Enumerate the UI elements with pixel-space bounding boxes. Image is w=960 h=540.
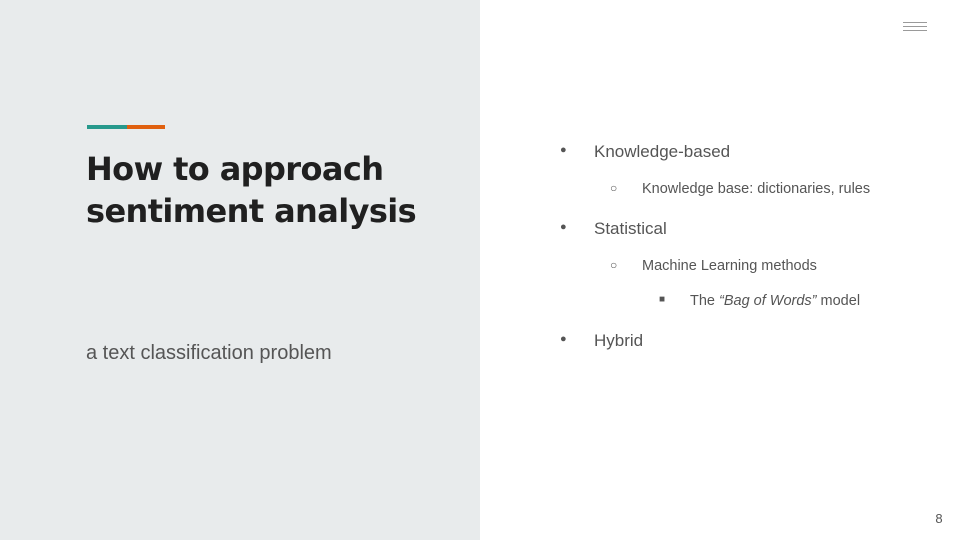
- bullet-text: Knowledge base: dictionaries, rules: [642, 181, 871, 197]
- accent-bar-teal: [87, 125, 127, 129]
- bullet-filled-square-icon: ■: [659, 294, 666, 305]
- slide-subtitle: a text classification problem: [86, 342, 332, 364]
- slide-title: How to approach sentiment analysis: [86, 148, 466, 232]
- bullet-text-post: model: [816, 293, 861, 309]
- bullet-text: Statistical: [594, 219, 667, 238]
- accent-bar: [87, 125, 165, 129]
- bullet-text: Knowledge-based: [594, 142, 731, 161]
- bullet-hollow-circle-icon: ○: [610, 181, 618, 195]
- slide-title-line-2: sentiment analysis: [86, 192, 417, 230]
- bullet-filled-circle-icon: ●: [560, 221, 567, 233]
- bullet-text: The “Bag of Words” model: [690, 293, 860, 309]
- slide-title-line-1: How to approach: [86, 150, 384, 188]
- bullet-text: Machine Learning methods: [642, 258, 817, 274]
- page-number: 8: [935, 511, 943, 526]
- bullet-text-pre: The: [690, 293, 720, 309]
- bullet-text: Hybrid: [594, 331, 644, 350]
- bullet-filled-circle-icon: ●: [560, 144, 567, 156]
- bullet-text-emphasis: “Bag of Words”: [719, 293, 817, 309]
- bullet-filled-circle-icon: ●: [560, 333, 567, 345]
- left-panel: [0, 0, 480, 540]
- accent-bar-orange: [127, 125, 165, 129]
- bullet-hollow-circle-icon: ○: [610, 258, 618, 272]
- hamburger-menu-icon[interactable]: [903, 22, 927, 31]
